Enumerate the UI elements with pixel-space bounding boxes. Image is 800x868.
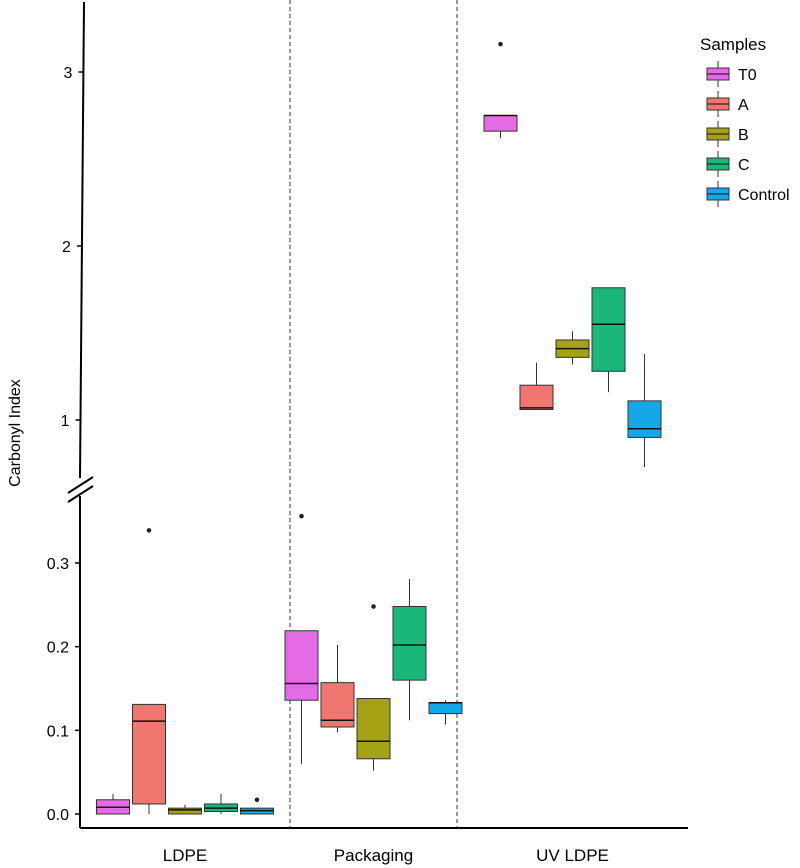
y-ticks: 0.0 0.1 0.2 0.3 1 2 3 [47,65,84,824]
x-tick-label: UV LDPE [536,846,609,865]
y-tick-label: 0.3 [47,556,69,573]
y-tick-label: 0.1 [47,723,69,740]
box-t0 [483,41,518,139]
box-c [204,793,238,814]
box-control [627,353,662,467]
box-b [356,604,391,771]
legend-item-c: C [706,151,750,177]
box-rect [132,703,166,805]
box-a [132,528,166,814]
legend: Samples T0 ABC Control [700,35,790,207]
box-rect [392,606,427,681]
box-rect [168,807,202,815]
box-c [591,287,626,393]
box-t0 [284,513,319,764]
legend-label: Control [738,187,790,204]
axis-break-slash [67,476,94,494]
box-rect [428,702,463,715]
legend-item-b: B [706,121,749,147]
y-axis-label: Carbonyl Index [7,379,24,487]
legend-title: Samples [700,35,766,54]
y-tick-label: 2 [62,239,71,256]
outlier-point [254,797,260,803]
y-tick-label: 1 [61,413,70,430]
axes [67,1,688,829]
plot-area [96,41,662,815]
box-rect [284,630,319,701]
outlier-point [146,528,152,533]
y-axis-line-upper [79,1,85,479]
legend-label: A [738,97,749,114]
box-t0 [96,793,130,815]
legend-label: T0 [738,67,757,84]
x-tick-label: LDPE [163,846,207,865]
axis-break-marker [67,476,94,503]
y-tick-label: 0.2 [47,640,69,657]
box-c [392,578,427,721]
box-b [168,804,202,815]
x-tick-label: Packaging [334,846,413,865]
box-rect [591,287,626,372]
box-control [240,797,274,815]
box-rect [627,400,662,438]
outlier-point [299,513,304,519]
legend-item-control: Control [706,181,790,207]
legend-label: C [738,157,750,174]
box-a [320,644,355,733]
outlier-point [498,41,503,47]
legend-item-t0: T0 [706,61,757,87]
y-tick-label: 3 [64,65,73,82]
box-b [555,331,590,365]
legend-item-a: A [706,91,749,117]
box-control [428,700,463,725]
x-tick-labels: LDPE Packaging UV LDPE [163,846,609,865]
box-a [519,362,554,411]
box-rect [356,698,391,760]
box-rect [483,115,518,132]
y-tick-label: 0.0 [47,807,69,824]
box-rect [519,384,554,411]
outlier-point [371,604,376,609]
legend-label: B [738,127,749,144]
axis-break-slash [67,485,94,503]
